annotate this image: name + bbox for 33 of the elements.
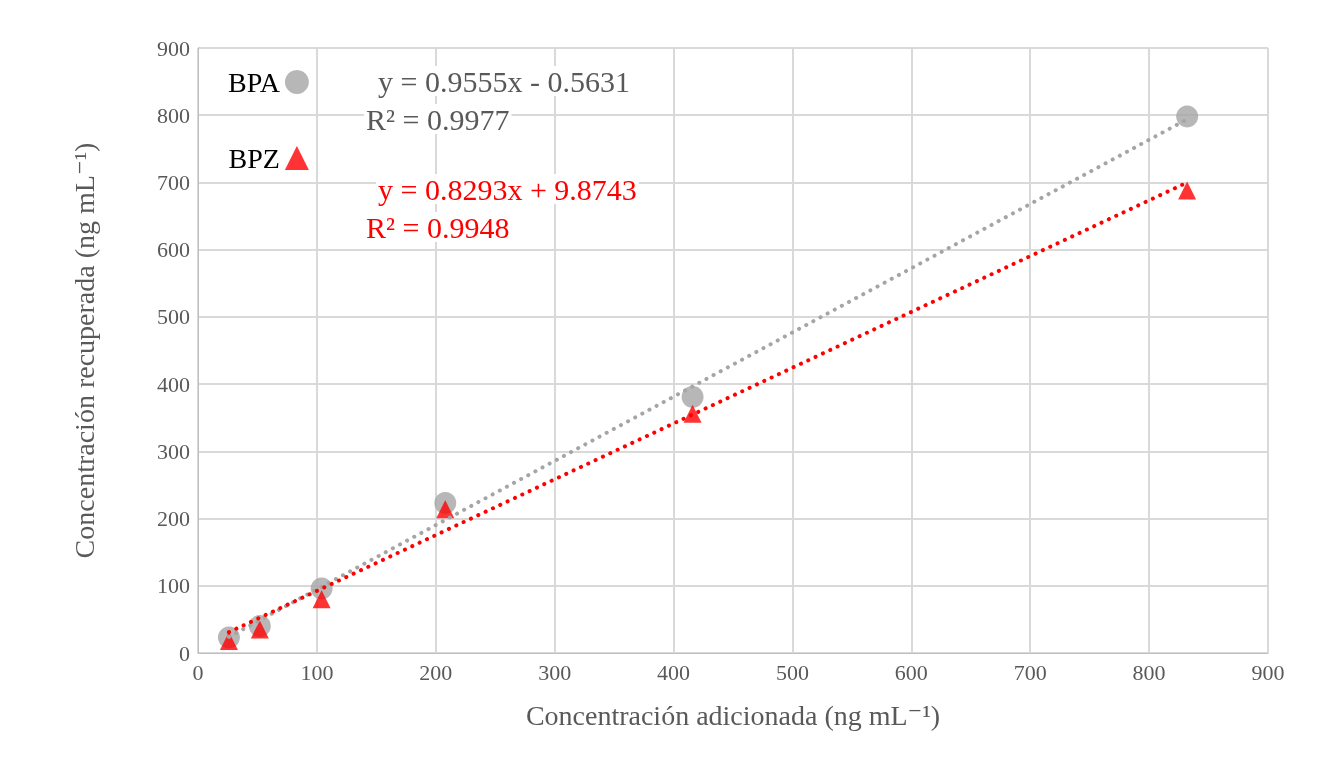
annotation: R² = 0.9977 <box>366 102 510 136</box>
x-tick-label: 200 <box>419 659 453 685</box>
x-tick-label: 300 <box>538 659 572 685</box>
point <box>681 385 704 408</box>
y-tick-label: 900 <box>157 35 190 61</box>
y-tick-label: 400 <box>157 371 190 397</box>
y-tick-label: 300 <box>157 438 190 464</box>
y-tick-label: 500 <box>157 304 190 330</box>
y-tick-label: 600 <box>157 237 190 263</box>
x-tick-label: 900 <box>1251 659 1285 685</box>
legend-label: BPA <box>227 66 281 98</box>
x-tick-label: 500 <box>775 659 809 685</box>
x-axis-title: Concentración adicionada (ng mL⁻¹) <box>525 699 941 731</box>
point <box>312 590 331 609</box>
point <box>683 404 702 423</box>
y-tick-label: 800 <box>157 102 190 128</box>
y-tick-label: 100 <box>157 573 190 599</box>
y-axis-title: Concentración recuperada (ng mL⁻¹) <box>68 142 100 559</box>
y-tick-label: 200 <box>157 506 190 532</box>
point <box>250 620 269 639</box>
annotation: y = 0.9555x - 0.5631 <box>378 64 630 98</box>
x-tick-label: 600 <box>894 659 928 685</box>
x-tick-label: 400 <box>657 659 691 685</box>
x-tick-label: 800 <box>1132 659 1166 685</box>
point <box>1178 181 1197 200</box>
annotation: R² = 0.9948 <box>366 210 510 244</box>
point <box>1176 105 1199 128</box>
x-tick-label: 100 <box>300 659 334 685</box>
y-tick-label: 0 <box>179 640 190 666</box>
legend-label: BPZ <box>228 142 280 174</box>
y-tick-label: 700 <box>157 169 190 195</box>
x-tick-label: 700 <box>1013 659 1047 685</box>
annotation: y = 0.8293x + 9.8743 <box>378 172 637 206</box>
